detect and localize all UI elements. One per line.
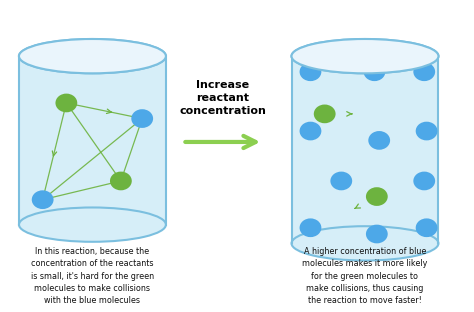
Ellipse shape: [413, 172, 435, 190]
Polygon shape: [19, 56, 166, 225]
Text: In this reaction, because the
concentration of the reactants
is small, it's hard: In this reaction, because the concentrat…: [31, 247, 154, 305]
Ellipse shape: [19, 207, 166, 242]
Ellipse shape: [416, 218, 438, 237]
Ellipse shape: [330, 172, 352, 190]
Ellipse shape: [416, 122, 438, 140]
Text: A higher concentration of blue
molecules makes it more likely
for the green mole: A higher concentration of blue molecules…: [302, 247, 428, 305]
Text: Increase
reactant
concentration: Increase reactant concentration: [179, 80, 266, 116]
Ellipse shape: [314, 105, 336, 123]
Polygon shape: [292, 56, 438, 243]
Ellipse shape: [300, 122, 321, 140]
Ellipse shape: [292, 39, 438, 73]
Ellipse shape: [19, 39, 166, 73]
Ellipse shape: [300, 218, 321, 237]
Ellipse shape: [300, 62, 321, 81]
Ellipse shape: [364, 62, 385, 81]
Ellipse shape: [32, 190, 54, 209]
Ellipse shape: [292, 39, 438, 73]
Ellipse shape: [368, 131, 390, 150]
Ellipse shape: [413, 62, 435, 81]
Ellipse shape: [55, 94, 77, 112]
Ellipse shape: [110, 172, 132, 190]
Ellipse shape: [366, 225, 388, 243]
Ellipse shape: [292, 226, 438, 261]
Ellipse shape: [19, 39, 166, 73]
Ellipse shape: [131, 109, 153, 128]
Ellipse shape: [366, 187, 388, 206]
